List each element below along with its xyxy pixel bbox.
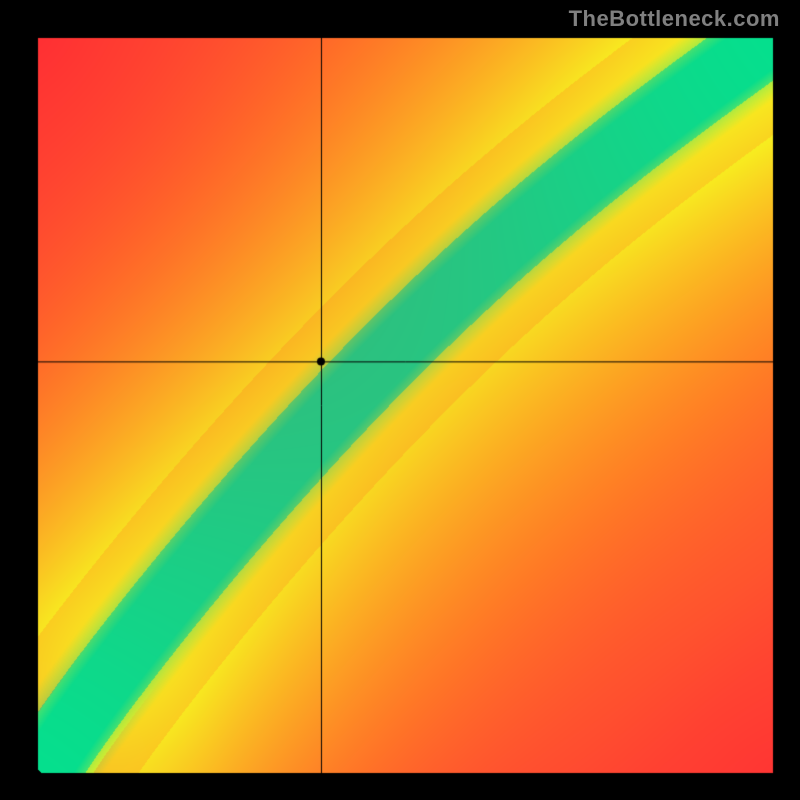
chart-container: TheBottleneck.com xyxy=(0,0,800,800)
bottleneck-heatmap xyxy=(0,0,800,800)
watermark-text: TheBottleneck.com xyxy=(569,6,780,32)
